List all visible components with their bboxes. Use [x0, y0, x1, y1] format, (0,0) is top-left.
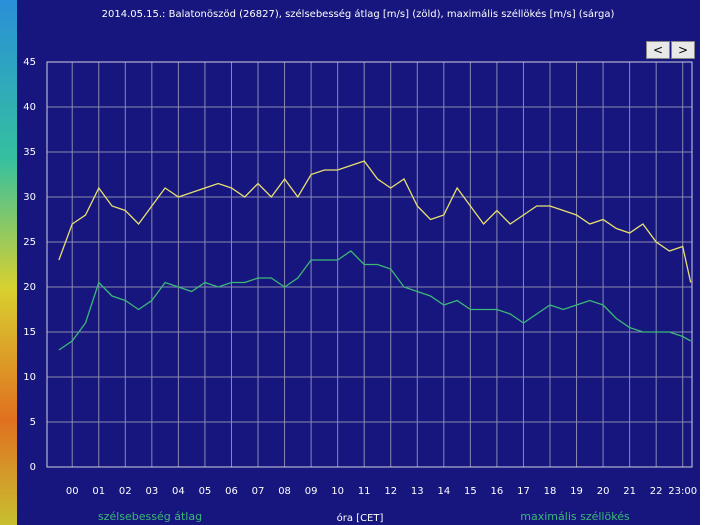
x-tick-label: 09	[305, 486, 318, 497]
x-tick-label: 10	[331, 486, 344, 497]
x-tick-label: 20	[597, 486, 610, 497]
x-tick-label: 07	[252, 486, 265, 497]
x-tick-label: 16	[491, 486, 504, 497]
chart-title: 2014.05.15.: Balatonöszöd (26827), széls…	[102, 8, 615, 20]
x-axis-label: óra [CET]	[337, 512, 384, 524]
x-tick-label: 19	[570, 486, 583, 497]
y-tick-label: 40	[23, 102, 36, 113]
x-tick-label: 01	[92, 486, 105, 497]
x-tick-label: 15	[464, 486, 477, 497]
x-tick-label: 02	[119, 486, 132, 497]
y-tick-label: 15	[23, 327, 36, 338]
x-tick-label: 08	[278, 486, 291, 497]
x-tick-label: 21	[623, 486, 636, 497]
chart: 2014.05.15.: Balatonöszöd (26827), széls…	[0, 0, 712, 525]
x-tick-label: 03	[145, 486, 158, 497]
prev-button[interactable]: <	[646, 41, 670, 59]
y-tick-label: 5	[30, 417, 36, 428]
y-tick-label: 0	[30, 462, 36, 473]
y-tick-label: 20	[23, 282, 36, 293]
x-tick-label: 05	[199, 486, 212, 497]
x-tick-label: 14	[437, 486, 450, 497]
y-tick-label: 10	[23, 372, 36, 383]
x-tick-label: 17	[517, 486, 530, 497]
x-tick-label: 00	[66, 486, 79, 497]
x-tick-label: 04	[172, 486, 185, 497]
x-tick-label: 12	[384, 486, 397, 497]
y-tick-label: 35	[23, 147, 36, 158]
x-tick-label: 22	[650, 486, 663, 497]
y-tick-label: 25	[23, 237, 36, 248]
chart-panel	[17, 0, 700, 525]
legend-entry: maximális széllökés	[520, 510, 630, 523]
page: {"chart_data":{"type":"line", "title":"2…	[0, 0, 712, 525]
map-strip	[0, 0, 17, 525]
x-tick-label: 18	[544, 486, 557, 497]
x-tick-label: 06	[225, 486, 238, 497]
x-tick-label: 11	[358, 486, 371, 497]
x-tick-label: 13	[411, 486, 424, 497]
legend-entry: szélsebesség átlag	[98, 510, 202, 523]
x-tick-label: 23:00	[668, 486, 697, 497]
y-tick-label: 45	[23, 57, 36, 68]
y-tick-label: 30	[23, 192, 36, 203]
next-button[interactable]: >	[671, 41, 695, 59]
